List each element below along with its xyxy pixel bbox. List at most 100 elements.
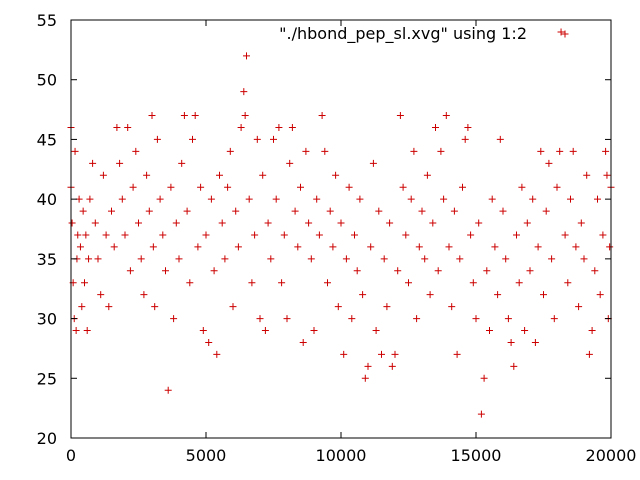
data-point [396, 112, 404, 120]
data-point [91, 219, 99, 227]
data-point [378, 350, 385, 358]
x-tick-label: 20000 [586, 446, 637, 465]
data-point [332, 171, 340, 179]
data-point [502, 255, 510, 263]
data-point [499, 207, 507, 215]
data-point [494, 291, 502, 299]
data-point [334, 303, 342, 311]
data-point [318, 112, 326, 120]
data-point [189, 135, 196, 143]
data-point [307, 255, 315, 263]
data-point [329, 243, 337, 251]
data-point [486, 327, 493, 335]
data-point [272, 195, 280, 203]
data-point [305, 219, 313, 227]
data-point [82, 231, 90, 239]
data-point [413, 315, 421, 323]
data-point [459, 183, 466, 191]
data-point [504, 315, 512, 323]
data-point [275, 123, 283, 131]
data-point [224, 183, 232, 191]
data-point [151, 303, 159, 311]
data-point [467, 231, 475, 239]
data-point [477, 410, 485, 418]
data-point [442, 112, 450, 120]
data-point [310, 327, 318, 335]
data-point [149, 243, 157, 251]
data-point [450, 207, 458, 215]
data-point [515, 279, 523, 287]
data-point [603, 171, 611, 179]
data-point [237, 123, 245, 131]
data-point [226, 147, 234, 155]
data-point [456, 255, 464, 263]
data-point [218, 219, 226, 227]
data-point [194, 243, 202, 251]
data-point [253, 135, 261, 143]
data-point [585, 350, 593, 358]
data-point [170, 315, 178, 323]
data-point [423, 171, 431, 179]
data-point [518, 183, 526, 191]
data-point [326, 207, 334, 215]
data-point [153, 135, 161, 143]
x-tick-label: 10000 [316, 446, 367, 465]
y-tick-label: 50 [37, 71, 57, 90]
data-point [186, 279, 194, 287]
data-point [288, 123, 296, 131]
data-point [251, 231, 259, 239]
data-point [229, 303, 237, 311]
data-point [375, 207, 383, 215]
data-point [445, 243, 453, 251]
data-point [297, 183, 304, 191]
data-point [71, 147, 79, 155]
data-point [337, 219, 345, 227]
data-point [245, 195, 253, 203]
data-point [429, 219, 437, 227]
data-point [248, 279, 256, 287]
data-point [440, 195, 448, 203]
x-tick-label: 5000 [186, 446, 227, 465]
y-tick-label: 35 [37, 250, 57, 269]
data-point [434, 267, 442, 275]
data-point [79, 207, 87, 215]
data-point [294, 243, 302, 251]
data-point [124, 123, 132, 131]
data-point [137, 255, 145, 263]
data-point [221, 255, 229, 263]
data-point [315, 231, 323, 239]
data-point [356, 195, 364, 203]
data-point [202, 231, 210, 239]
x-tick-label: 0 [66, 446, 76, 465]
data-point [278, 279, 286, 287]
data-point [156, 195, 164, 203]
data-point [388, 362, 396, 370]
data-point [437, 147, 445, 155]
legend-label: "./hbond_pep_sl.xvg" using 1:2 [279, 24, 527, 44]
data-point [553, 183, 561, 191]
data-point [74, 231, 82, 239]
data-point [372, 327, 380, 335]
data-point [72, 327, 80, 335]
data-point [351, 231, 358, 239]
data-point [523, 219, 531, 227]
data-point [302, 147, 310, 155]
data-point [83, 327, 91, 335]
data-point [259, 171, 267, 179]
data-point [469, 279, 477, 287]
y-tick-label: 20 [37, 429, 57, 448]
data-point [243, 52, 250, 60]
data-point [172, 219, 180, 227]
data-point [280, 231, 288, 239]
y-tick-label: 55 [37, 11, 57, 30]
data-point [240, 88, 248, 96]
data-point [588, 327, 596, 335]
data-point [561, 231, 569, 239]
data-point [594, 195, 601, 203]
data-point [213, 350, 221, 358]
data-point [234, 243, 242, 251]
data-point [364, 362, 372, 370]
data-point [78, 303, 86, 311]
data-point [606, 243, 614, 251]
